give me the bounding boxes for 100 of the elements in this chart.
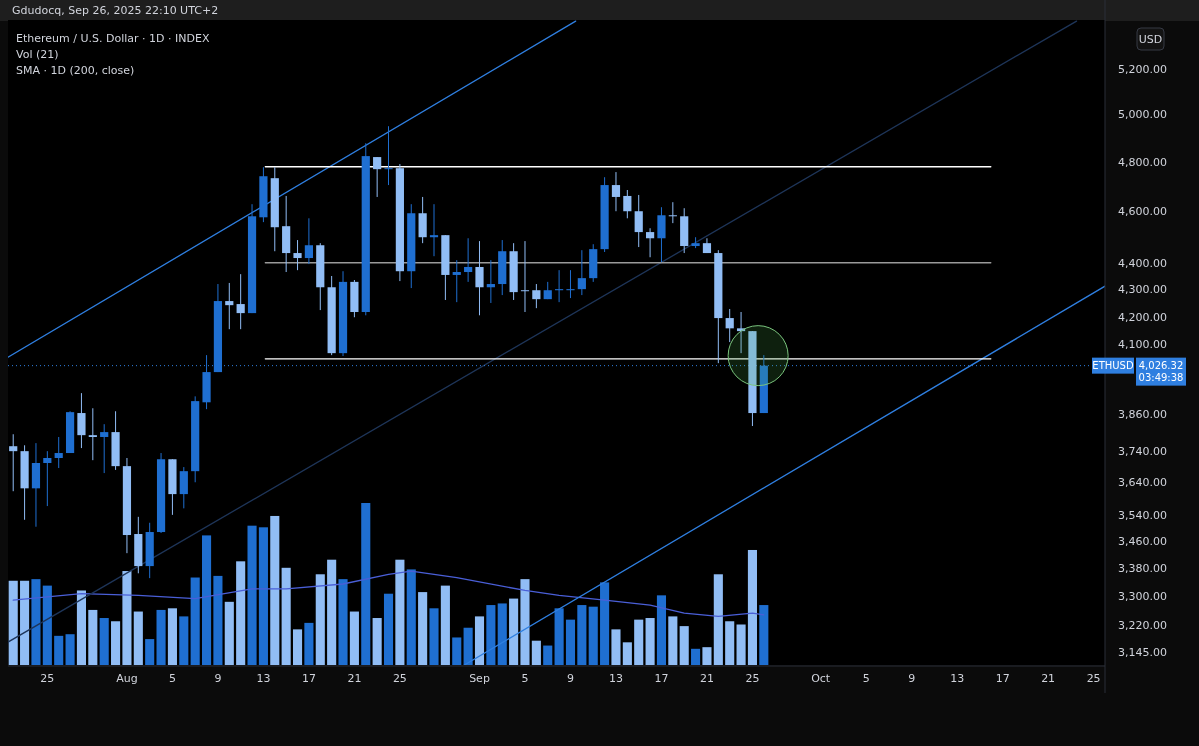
bar	[474, 616, 485, 665]
bar	[224, 601, 234, 665]
y-tick-label: 4,300.00	[1118, 283, 1167, 297]
bar	[679, 626, 689, 665]
x-tick-label: 9	[566, 672, 574, 685]
bar	[122, 571, 132, 665]
bar	[338, 579, 348, 665]
y-axis-title: USD	[1138, 32, 1163, 46]
candlestick	[645, 227, 655, 258]
bar	[304, 622, 314, 665]
y-tick-label: 3,460.00	[1118, 535, 1167, 549]
bar	[190, 577, 200, 665]
chart-title: Vol (21)	[16, 48, 59, 61]
x-tick-label: 21	[699, 672, 714, 685]
x-tick-label: 13	[950, 672, 965, 685]
bar	[747, 549, 757, 665]
x-tick-label: 17	[995, 672, 1010, 685]
bar	[429, 608, 439, 665]
bar	[691, 648, 701, 665]
y-tick-label: 5,200.00	[1118, 62, 1167, 76]
candlestick	[736, 311, 746, 354]
candlestick	[54, 436, 63, 469]
x-tick-label: 13	[608, 672, 623, 685]
x-tick-label: Sep	[469, 672, 490, 685]
bar	[418, 592, 428, 665]
bar	[327, 559, 337, 665]
bar	[736, 624, 746, 665]
bar	[611, 629, 621, 665]
bar	[281, 567, 291, 665]
bar	[111, 621, 121, 665]
candlestick	[566, 269, 575, 299]
bar	[622, 642, 632, 665]
bar	[588, 606, 598, 665]
candlestick	[532, 283, 541, 309]
ref-line-label: ETHUSD	[1092, 360, 1134, 372]
bar	[54, 635, 64, 665]
text: 03:49:38	[1138, 372, 1184, 384]
x-tick-label: 5	[862, 672, 870, 685]
bar	[565, 619, 576, 665]
candlestick	[100, 423, 109, 474]
x-tick-label: 17	[301, 672, 316, 685]
bar	[509, 598, 519, 665]
bar	[554, 608, 564, 665]
y-tick-label: 4,200.00	[1118, 310, 1167, 324]
bar	[349, 611, 359, 665]
bar	[543, 645, 553, 665]
y-tick-label: 3,540.00	[1118, 508, 1167, 522]
x-tick-label: 9	[214, 672, 222, 685]
candlestick	[293, 239, 302, 271]
bar	[372, 618, 382, 665]
y-tick-label: 3,220.00	[1118, 618, 1167, 632]
y-tick-label: 5,000.00	[1118, 108, 1167, 122]
bar	[395, 559, 405, 665]
bar	[497, 603, 507, 665]
bar	[361, 503, 371, 665]
bar	[213, 575, 223, 665]
bar	[99, 618, 109, 665]
x-tick-label: 25	[40, 672, 55, 685]
y-tick-label: 3,860.00	[1118, 408, 1167, 422]
y-tick-label: 4,800.00	[1118, 155, 1167, 169]
candlestick	[725, 308, 734, 343]
bar	[31, 579, 41, 665]
candlestick	[486, 259, 495, 304]
x-tick-label: 25	[392, 672, 407, 685]
bar	[577, 605, 587, 665]
bar	[179, 616, 189, 665]
candlestick	[657, 206, 666, 263]
bar	[531, 640, 541, 665]
bar	[645, 618, 655, 665]
candlestick	[43, 450, 52, 507]
bar	[202, 535, 212, 665]
bar	[520, 579, 530, 665]
bar	[270, 515, 280, 665]
candlestick	[634, 194, 643, 248]
bar	[76, 590, 86, 665]
bar	[383, 593, 394, 665]
x-tick-label: 5	[521, 672, 529, 685]
candlestick	[611, 171, 621, 212]
candlestick	[464, 237, 473, 283]
chart-subtitle: Gdudocq, Sep 26, 2025 22:10 UTC+2	[12, 4, 219, 17]
candlestick	[577, 249, 586, 296]
bar	[656, 595, 667, 665]
x-tick-label: 5	[168, 672, 176, 685]
bar	[88, 609, 98, 665]
bar	[600, 582, 610, 665]
candlestick	[373, 156, 382, 198]
bar	[292, 629, 303, 665]
y-tick-label: 4,400.00	[1118, 256, 1167, 270]
candlestick	[475, 240, 484, 316]
bar	[145, 639, 155, 665]
y-tick-label: 3,640.00	[1118, 476, 1167, 490]
bar	[247, 525, 257, 665]
y-tick-label: 3,380.00	[1118, 562, 1167, 576]
bar	[167, 608, 177, 665]
x-tick-label: Aug	[116, 672, 138, 685]
bar	[156, 609, 166, 665]
bar	[725, 621, 735, 665]
candlestick	[9, 433, 18, 492]
bar	[668, 616, 678, 665]
candlestick	[418, 196, 427, 244]
